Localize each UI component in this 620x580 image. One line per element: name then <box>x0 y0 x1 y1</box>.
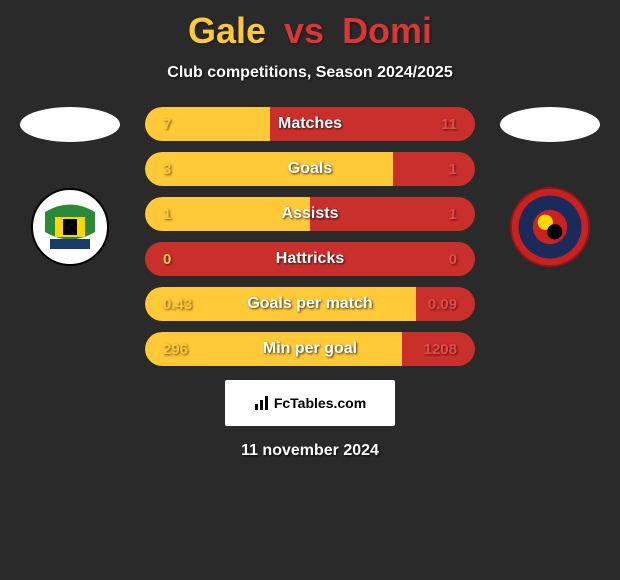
stat-value-p1: 0.43 <box>163 296 192 313</box>
club2-badge <box>505 182 595 272</box>
vs-text: vs <box>284 10 324 51</box>
player2-photo <box>500 107 600 142</box>
stat-fill-p1 <box>145 152 393 186</box>
player2-name: Domi <box>342 10 432 51</box>
stat-label: Goals per match <box>247 295 372 313</box>
stat-label: Goals <box>288 160 332 178</box>
footer-date: 11 november 2024 <box>0 442 620 460</box>
stat-bar: 7 Matches 11 <box>145 107 475 141</box>
stat-label: Hattricks <box>276 250 344 268</box>
player1-column <box>10 107 130 366</box>
stats-column: 7Matches113Goals11Assists10Hattricks00.4… <box>145 107 475 366</box>
stat-value-p1: 3 <box>163 161 171 178</box>
main-grid: 7Matches113Goals11Assists10Hattricks00.4… <box>0 107 620 366</box>
stat-bar: 1 Assists 1 <box>145 197 475 231</box>
comparison-card: Gale vs Domi Club competitions, Season 2… <box>0 0 620 470</box>
ebbsfleet-badge-icon <box>509 184 591 270</box>
stat-value-p2: 0 <box>449 251 457 268</box>
stat-bar: 3 Goals 1 <box>145 152 475 186</box>
stat-value-p1: 0 <box>163 251 171 268</box>
logo-text: FcTables.com <box>274 395 366 411</box>
stat-label: Assists <box>282 205 339 223</box>
stat-bar: 0 Hattricks 0 <box>145 242 475 276</box>
subtitle: Club competitions, Season 2024/2025 <box>0 64 620 82</box>
stat-value-p2: 0.09 <box>428 296 457 313</box>
solihull-badge-icon <box>30 187 110 267</box>
stat-bar: 296 Min per goal 1208 <box>145 332 475 366</box>
player1-name: Gale <box>188 10 266 51</box>
stat-value-p2: 1 <box>449 161 457 178</box>
stat-bar: 0.43 Goals per match 0.09 <box>145 287 475 321</box>
stat-value-p1: 296 <box>163 341 188 358</box>
page-title: Gale vs Domi <box>0 10 620 52</box>
stat-value-p1: 7 <box>163 116 171 133</box>
stat-label: Min per goal <box>263 340 357 358</box>
player1-photo <box>20 107 120 142</box>
stat-label: Matches <box>278 115 342 133</box>
player2-column <box>490 107 610 366</box>
site-logo[interactable]: FcTables.com <box>225 380 395 426</box>
stat-value-p2: 1208 <box>424 341 457 358</box>
stat-value-p2: 11 <box>441 116 457 133</box>
chart-icon <box>254 395 270 411</box>
stat-value-p1: 1 <box>163 206 171 223</box>
stat-value-p2: 1 <box>449 206 457 223</box>
club1-badge <box>25 182 115 272</box>
